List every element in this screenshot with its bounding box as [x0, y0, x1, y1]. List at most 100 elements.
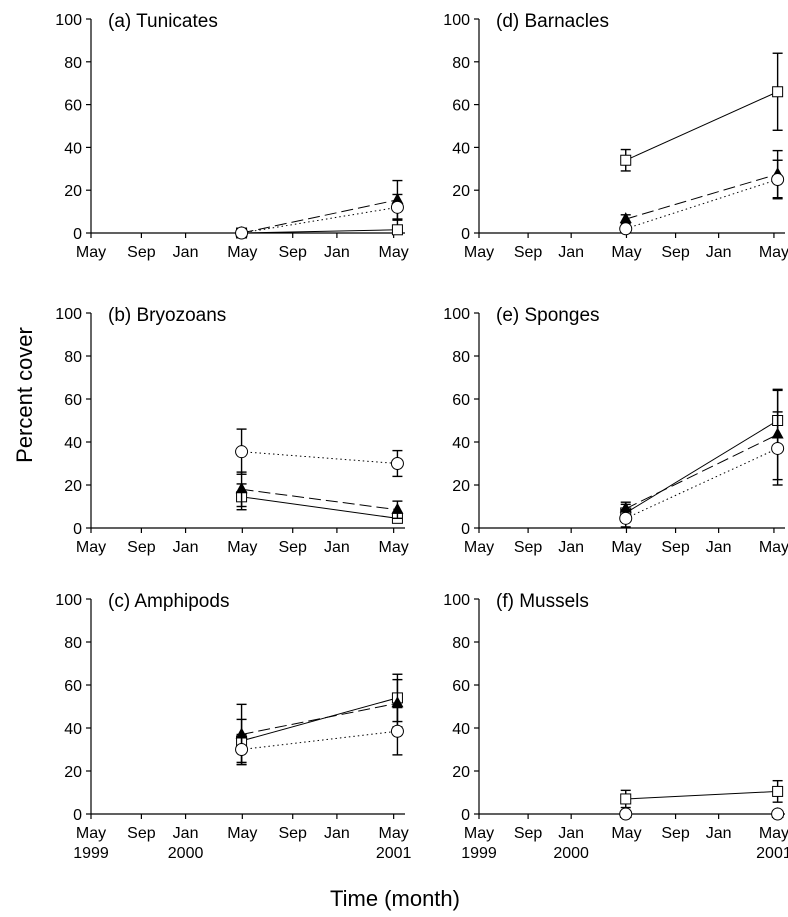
y-tick-label: 20: [64, 764, 82, 781]
data-point-triangle: [235, 482, 248, 494]
x-tick-label: Sep: [514, 539, 543, 556]
y-tick-label: 0: [73, 521, 82, 538]
series-line: [241, 697, 398, 742]
y-tick-label: 0: [73, 807, 82, 824]
x-tick-label: May: [76, 539, 106, 556]
series-line: [241, 488, 398, 511]
series-line: [625, 91, 778, 161]
data-point-triangle: [391, 696, 404, 708]
data-point-circle: [771, 807, 785, 821]
panel-b: 0 20 40 60 80 100 May Sep Jan May Sep Jan May (b) Bry…: [55, 305, 408, 556]
series-line: [241, 730, 398, 750]
x-tick-label: Jan: [558, 539, 584, 556]
x-tick-label: Jan: [558, 825, 584, 842]
y-tick-label: 60: [64, 98, 82, 115]
y-tick-label: 20: [452, 478, 470, 495]
y-tick-label: 100: [443, 306, 470, 323]
data-point-square: [772, 86, 784, 98]
panel-title: (e) Sponges: [496, 305, 600, 326]
x-tick-label: Jan: [706, 825, 732, 842]
data-point-square: [391, 224, 403, 236]
y-tick-label: 40: [452, 435, 470, 452]
y-tick-label: 0: [461, 226, 470, 243]
panel-title: (c) Amphipods: [108, 591, 229, 612]
x-tick-label: Jan: [324, 825, 350, 842]
data-point-circle: [235, 226, 249, 240]
data-point-circle: [619, 511, 633, 525]
x-tick-label: May: [464, 244, 494, 261]
panel-e: 0 20 40 60 80 100 May Sep Jan May Sep Jan May (e) Spo…: [443, 305, 788, 556]
y-tick-label: 80: [64, 635, 82, 652]
x-tick-label: Sep: [278, 825, 307, 842]
y-tick-label: 20: [452, 183, 470, 200]
series-line: [625, 173, 778, 220]
data-point-triangle: [391, 502, 404, 514]
series-line: [241, 199, 398, 234]
x-tick-label: May: [227, 825, 257, 842]
y-axis-label: Percent cover: [12, 327, 37, 463]
panel-title: (b) Bryozoans: [108, 305, 226, 326]
x-tick-label: May: [759, 244, 788, 261]
x-tick-label: May: [611, 244, 641, 261]
x-tick-label: May: [464, 825, 494, 842]
x-tick-label: Jan: [324, 244, 350, 261]
x-tick-label: Jan: [706, 539, 732, 556]
panel-a: 0 20 40 60 80 100 May Sep Jan May Sep Jan May (a) Tun…: [55, 11, 408, 261]
series-line: [625, 179, 778, 230]
data-point-circle: [619, 222, 633, 236]
x-axis-label: Time (month): [330, 886, 460, 911]
y-tick-label: 100: [55, 306, 82, 323]
y-tick-label: 100: [443, 592, 470, 609]
y-tick-label: 80: [452, 635, 470, 652]
x-tick-label: May: [379, 825, 409, 842]
series-line: [241, 451, 398, 464]
y-tick-label: 40: [64, 435, 82, 452]
x-year-label: 1999: [73, 845, 109, 862]
x-tick-label: May: [227, 244, 257, 261]
x-tick-label: Sep: [127, 539, 156, 556]
data-point-circle: [771, 441, 785, 455]
x-tick-label: Sep: [514, 244, 543, 261]
y-tick-label: 60: [452, 392, 470, 409]
y-tick-label: 100: [55, 592, 82, 609]
y-tick-label: 20: [64, 183, 82, 200]
y-tick-label: 0: [461, 807, 470, 824]
y-tick-label: 80: [452, 349, 470, 366]
series-line: [241, 702, 398, 735]
x-tick-label: Sep: [278, 244, 307, 261]
y-tick-label: 100: [443, 12, 470, 29]
x-tick-label: May: [379, 539, 409, 556]
x-tick-label: Jan: [173, 244, 199, 261]
series-line: [241, 496, 398, 519]
y-tick-label: 20: [64, 478, 82, 495]
panel-title: (d) Barnacles: [496, 11, 609, 32]
y-tick-label: 40: [452, 721, 470, 738]
data-point-circle: [235, 445, 249, 459]
y-tick-label: 60: [452, 678, 470, 695]
x-year-label: 2001: [376, 845, 412, 862]
y-tick-label: 60: [64, 678, 82, 695]
x-tick-label: Sep: [127, 825, 156, 842]
x-tick-label: Jan: [706, 244, 732, 261]
data-point-square: [620, 154, 632, 166]
x-year-label: 2001: [756, 845, 788, 862]
y-tick-label: 80: [64, 55, 82, 72]
series-line: [625, 790, 778, 800]
data-point-circle: [235, 743, 249, 756]
x-tick-label: May: [611, 539, 641, 556]
y-tick-label: 0: [73, 226, 82, 243]
x-tick-label: Jan: [558, 244, 584, 261]
x-year-label: 1999: [461, 845, 497, 862]
x-tick-label: Sep: [661, 539, 690, 556]
x-tick-label: May: [76, 825, 106, 842]
data-point-triangle: [235, 727, 248, 739]
x-tick-label: Sep: [661, 825, 690, 842]
panel-d: 0 20 40 60 80 100 May Sep Jan May Sep Jan May (d) Bar…: [443, 11, 788, 261]
y-tick-label: 40: [64, 721, 82, 738]
data-point-circle: [390, 200, 404, 214]
x-tick-label: Jan: [324, 539, 350, 556]
x-tick-label: May: [76, 244, 106, 261]
series-line: [625, 447, 778, 519]
x-tick-label: May: [227, 539, 257, 556]
x-year-label: 2000: [553, 845, 589, 862]
